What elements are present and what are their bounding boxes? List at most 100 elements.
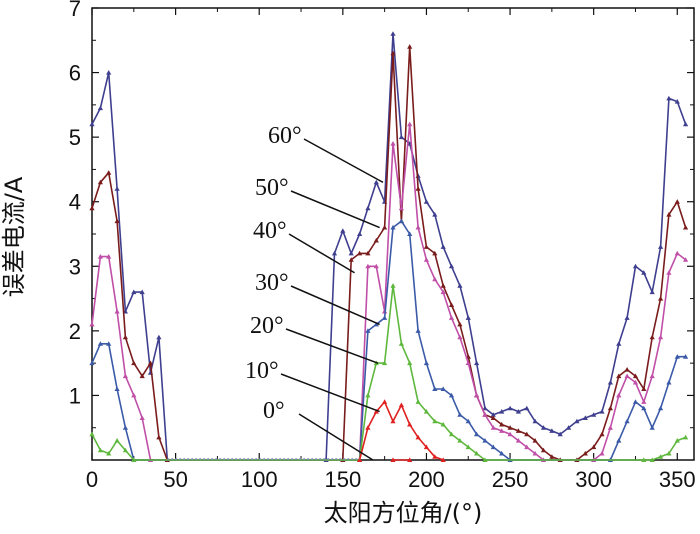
data-point	[357, 231, 363, 236]
data-point	[114, 186, 120, 191]
x-tick-label: 350	[659, 467, 696, 492]
data-point	[540, 425, 547, 430]
data-point	[106, 170, 112, 175]
data-point	[465, 315, 471, 320]
annotation-layer: 60° 50° 40° 30° 20° 10° 0°	[245, 123, 384, 461]
y-tick-label: 4	[69, 190, 81, 215]
series-line	[91, 32, 687, 461]
data-point	[624, 367, 630, 372]
data-point	[122, 447, 128, 453]
data-point	[507, 405, 513, 411]
annotation-label: 30°	[255, 270, 289, 296]
data-point	[106, 70, 112, 75]
data-point	[457, 334, 463, 340]
series-0deg	[390, 457, 413, 462]
data-point	[499, 409, 505, 414]
data-point	[131, 360, 137, 366]
data-point	[432, 276, 438, 282]
data-point	[591, 412, 597, 417]
data-point	[616, 438, 622, 443]
y-tick-label: 7	[69, 0, 81, 21]
data-point	[448, 315, 455, 320]
data-point	[674, 354, 680, 359]
data-point	[666, 95, 672, 101]
annotation-leader	[285, 328, 379, 364]
y-tick-label: 3	[69, 254, 81, 279]
data-point	[390, 418, 396, 424]
data-point	[599, 450, 605, 456]
annotation-leader	[280, 373, 380, 413]
data-point	[432, 212, 438, 217]
series-50deg	[89, 44, 689, 462]
data-point	[156, 334, 162, 340]
data-point	[423, 360, 429, 366]
x-tick-label: 0	[86, 467, 98, 492]
data-point	[390, 141, 396, 146]
data-point	[641, 386, 647, 391]
data-point	[106, 254, 112, 259]
data-point	[131, 457, 137, 462]
data-point	[490, 425, 496, 430]
data-point	[440, 283, 446, 288]
data-point	[674, 438, 680, 443]
data-point	[390, 31, 396, 36]
data-point	[624, 373, 630, 379]
data-point	[114, 386, 120, 391]
x-axis-title: 太阳方位角/(°)	[324, 499, 483, 527]
data-point	[365, 205, 371, 211]
data-point	[398, 402, 404, 408]
data-point	[139, 415, 145, 420]
data-point	[348, 257, 354, 262]
data-point	[582, 415, 588, 420]
data-point	[457, 321, 463, 327]
data-point	[373, 321, 379, 327]
data-point	[398, 205, 404, 211]
data-point	[97, 254, 103, 259]
data-point	[499, 421, 505, 427]
data-point	[382, 399, 388, 404]
data-point	[649, 334, 655, 340]
series-10deg	[357, 399, 446, 462]
data-point	[407, 360, 413, 366]
data-point	[641, 399, 647, 404]
data-point	[390, 283, 396, 288]
data-point	[482, 405, 488, 411]
data-point	[432, 250, 438, 256]
data-point	[365, 328, 371, 333]
data-point	[398, 341, 404, 346]
data-point	[499, 450, 505, 456]
data-point	[89, 321, 95, 327]
data-point	[549, 428, 555, 433]
data-point	[540, 447, 547, 453]
data-point	[465, 360, 471, 366]
data-point	[89, 121, 95, 127]
data-point	[448, 263, 455, 269]
data-point	[490, 444, 496, 450]
data-point	[382, 360, 388, 366]
data-point	[599, 409, 605, 414]
data-point	[616, 392, 622, 398]
x-tick-label: 200	[408, 467, 445, 492]
x-tick-label: 100	[241, 467, 278, 492]
data-point	[398, 134, 404, 140]
annotation-label: 0°	[263, 398, 285, 424]
data-point	[407, 457, 413, 462]
data-point	[616, 341, 622, 346]
data-point	[658, 244, 664, 249]
data-point	[632, 263, 639, 269]
data-point	[524, 431, 530, 437]
data-point	[407, 121, 413, 127]
data-point	[666, 379, 672, 385]
data-point	[607, 379, 613, 385]
data-point	[415, 186, 421, 191]
data-point	[432, 454, 438, 459]
data-point	[415, 224, 421, 230]
data-point	[524, 444, 530, 450]
annotation-label: 20°	[250, 313, 284, 339]
data-point	[365, 392, 371, 398]
data-point	[658, 454, 664, 459]
y-tick-label: 2	[69, 319, 81, 344]
data-point	[440, 421, 446, 427]
data-point	[415, 399, 421, 404]
data-point	[649, 457, 655, 462]
